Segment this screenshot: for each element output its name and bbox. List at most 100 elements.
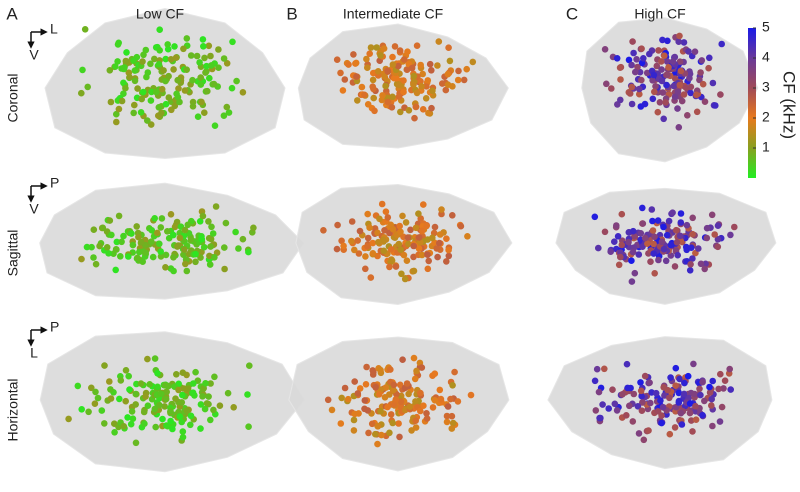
dot [392, 263, 400, 270]
dot [658, 66, 665, 73]
dot [250, 224, 257, 232]
dot [676, 58, 684, 65]
dot [96, 242, 103, 250]
dot [418, 83, 425, 90]
dot [410, 81, 417, 88]
dot [412, 424, 420, 431]
dot [676, 32, 683, 40]
dot [614, 233, 622, 240]
dot [384, 214, 392, 221]
dot [631, 233, 638, 240]
dot [126, 386, 133, 393]
dot [183, 66, 190, 73]
colorbar-tick-label: 3 [762, 79, 770, 95]
dot [131, 67, 139, 74]
dot [636, 68, 644, 76]
dot [187, 236, 195, 243]
dot [663, 71, 671, 79]
axis-direction: P [50, 319, 59, 335]
dot [117, 252, 124, 260]
dot [366, 224, 373, 231]
dot [78, 406, 85, 413]
dot [701, 265, 708, 273]
dot [371, 107, 378, 115]
dot [625, 238, 632, 246]
dot [661, 392, 668, 399]
dot [355, 410, 362, 417]
dot [424, 77, 432, 84]
dot [404, 234, 412, 241]
dot [381, 227, 388, 234]
dot [697, 69, 704, 76]
dot [636, 90, 643, 98]
dot [223, 60, 231, 67]
dot [162, 100, 170, 108]
dot [375, 238, 382, 246]
dot [176, 413, 183, 420]
dot [194, 113, 202, 120]
dot [175, 386, 182, 394]
dot [434, 253, 441, 261]
dot [355, 250, 363, 257]
dot [431, 223, 439, 231]
dot [171, 223, 179, 231]
dot [667, 374, 674, 381]
dot [682, 84, 690, 91]
dot [667, 241, 675, 249]
dot [158, 85, 166, 93]
dot [338, 394, 346, 402]
dot [675, 124, 683, 131]
dot [689, 255, 696, 262]
dot [706, 54, 713, 62]
dot [698, 57, 706, 64]
dot [170, 66, 177, 73]
dot [197, 425, 204, 432]
dot [388, 257, 396, 264]
dot [364, 64, 371, 71]
dot [436, 386, 444, 394]
dot [660, 223, 667, 231]
dot [636, 85, 643, 93]
dot [208, 62, 215, 69]
dot [666, 430, 674, 438]
dot [196, 218, 204, 225]
panel-letter: B [286, 4, 297, 23]
dot [115, 212, 123, 220]
dot [689, 428, 696, 435]
dot [651, 233, 658, 241]
dot [692, 416, 700, 424]
dot [445, 44, 452, 51]
dot [692, 402, 699, 410]
dot [122, 84, 129, 92]
dot [695, 245, 702, 252]
dot [687, 261, 694, 268]
dot [90, 226, 98, 233]
dot [158, 109, 165, 117]
dot [628, 278, 636, 285]
dot [649, 77, 656, 84]
dot [672, 382, 679, 390]
dot [676, 375, 683, 383]
dot [411, 375, 419, 383]
dot [144, 355, 151, 363]
dot [420, 402, 427, 410]
dot [196, 59, 203, 66]
dot [366, 50, 374, 57]
dot [116, 395, 123, 403]
dot [154, 370, 161, 377]
dot [601, 365, 608, 373]
dot [400, 251, 408, 259]
dot [111, 429, 118, 436]
dot [412, 417, 420, 425]
dot [442, 86, 450, 94]
dot [592, 407, 600, 414]
dot [106, 378, 113, 385]
dot [351, 246, 358, 254]
dot [163, 422, 170, 429]
dot [630, 390, 638, 398]
dot [675, 38, 682, 45]
dot [123, 49, 130, 56]
dot [334, 221, 341, 229]
dot [157, 224, 165, 231]
dot [79, 66, 86, 74]
